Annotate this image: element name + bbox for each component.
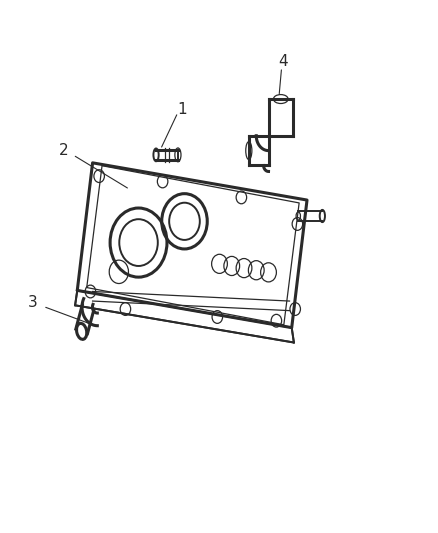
Text: 2: 2: [59, 143, 69, 158]
Text: 3: 3: [27, 295, 37, 310]
Text: 1: 1: [177, 102, 187, 117]
Text: 4: 4: [278, 54, 287, 69]
